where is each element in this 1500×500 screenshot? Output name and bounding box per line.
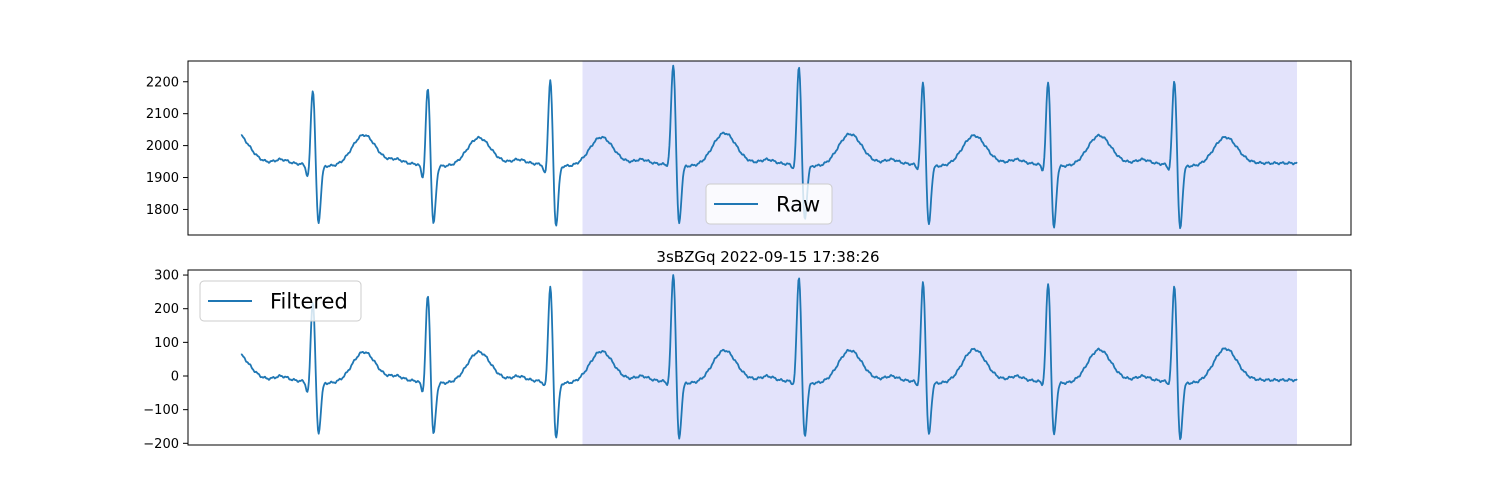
y-tick-label: 2200 (146, 75, 179, 90)
axes-frame (187, 269, 1352, 446)
y-tick-label: 1800 (146, 203, 179, 218)
chart-panel-2: −200 −100 0 100 200 300 Filtered (143, 269, 1352, 452)
y-tick-label: 0 (171, 370, 179, 385)
y-tick-label: −100 (143, 403, 179, 418)
chart-panel-1: 1800 1900 2000 2100 2200 Raw (146, 60, 1352, 236)
highlight-region (582, 270, 1297, 445)
legend-box (705, 183, 833, 225)
axes-frame (187, 60, 1352, 236)
y-tick-label: −200 (143, 437, 179, 452)
legend-box (199, 280, 362, 322)
highlight-region (582, 61, 1297, 235)
series-line-filtered (240, 274, 1298, 441)
y-tick-label: 1900 (146, 171, 179, 186)
y-tick-label: 100 (154, 336, 179, 351)
chart-title: 3sBZGq 2022-09-15 17:38:26 (656, 248, 879, 266)
y-tick-label: 200 (154, 302, 179, 317)
legend-label: Filtered (270, 290, 348, 314)
y-tick-label: 300 (154, 269, 179, 284)
legend-label: Raw (776, 193, 820, 217)
y-tick-label: 2000 (146, 139, 179, 154)
y-tick-label: 2100 (146, 107, 179, 122)
series-line-raw (240, 64, 1298, 230)
